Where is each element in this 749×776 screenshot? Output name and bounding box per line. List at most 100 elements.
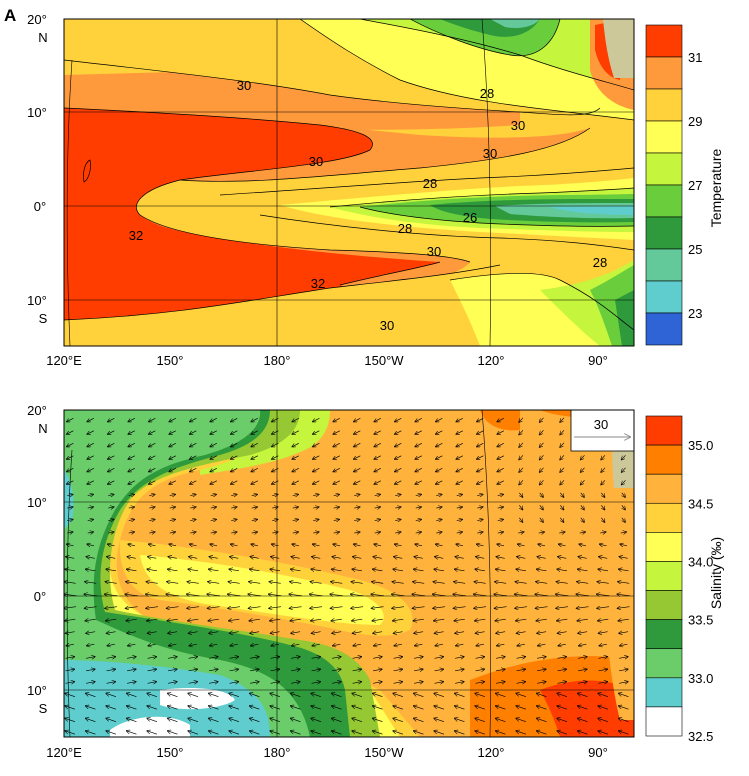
current-vector-arrow (231, 455, 238, 459)
current-vector-arrow (127, 569, 137, 571)
current-vector-arrow (168, 657, 177, 659)
current-vector-arrow (415, 418, 422, 421)
current-vector-arrow (313, 544, 320, 546)
current-vector-arrow (270, 682, 280, 684)
current-vector-arrow (519, 467, 524, 472)
current-vector-arrow (619, 706, 629, 710)
current-vector-arrow (291, 693, 301, 697)
current-vector-arrow (292, 418, 299, 421)
current-vector-arrow (537, 569, 547, 571)
current-vector-arrow (434, 569, 445, 571)
current-vector-arrow (556, 582, 568, 584)
current-vector-arrow (415, 455, 422, 459)
current-vector-arrow (434, 693, 445, 697)
temperature-map (64, 19, 634, 346)
current-vector-arrow (455, 657, 464, 659)
contour-label: 28 (480, 86, 494, 101)
current-vector-arrow (477, 519, 483, 520)
current-vector-arrow (374, 532, 381, 533)
current-vector-arrow (395, 480, 402, 484)
current-vector-arrow (210, 494, 217, 495)
current-vector-arrow (617, 594, 630, 596)
current-vector-arrow (291, 569, 301, 571)
current-vector-arrow (600, 532, 606, 533)
current-vector-arrow (231, 418, 238, 421)
current-vector-arrow (146, 594, 159, 596)
current-vector-arrow (373, 731, 383, 735)
current-vector-arrow (395, 468, 402, 471)
current-vector-arrow (106, 682, 116, 684)
current-vector-arrow (209, 569, 219, 571)
current-vector-arrow (65, 693, 76, 697)
current-vector-arrow (394, 644, 402, 646)
x-tick-label: 90° (588, 353, 608, 368)
current-vector-arrow (127, 718, 137, 722)
current-vector-arrow (622, 455, 626, 459)
current-vector-arrow (538, 644, 546, 646)
current-vector-arrow (126, 619, 137, 621)
current-vector-arrow (332, 718, 342, 722)
current-vector-arrow (495, 582, 507, 584)
current-vector-arrow (537, 657, 546, 659)
current-vector-arrow (373, 557, 382, 559)
current-vector-arrow (106, 632, 116, 634)
colorbar-swatch (645, 502, 683, 533)
current-vector-arrow (456, 443, 463, 446)
current-vector-arrow (311, 693, 322, 697)
current-vector-arrow (190, 418, 197, 421)
current-vector-arrow (229, 731, 240, 735)
current-vector-arrow (313, 507, 319, 508)
current-vector-arrow (578, 718, 588, 722)
current-vector-arrow (229, 718, 240, 722)
current-vector-arrow (168, 682, 177, 684)
current-vector-arrow (147, 731, 158, 735)
current-vector-arrow (106, 669, 116, 671)
current-vector-arrow (332, 693, 342, 697)
current-vector-arrow (538, 544, 546, 546)
current-vector-arrow (414, 682, 423, 684)
current-vector-arrow (64, 582, 76, 584)
current-vector-arrow (578, 731, 588, 735)
y-tick-label: 10° (27, 105, 47, 120)
current-vector-arrow (190, 494, 196, 495)
colorbar-swatch (645, 152, 683, 186)
colorbar-swatch (645, 216, 683, 250)
current-vector-arrow (412, 594, 425, 596)
colorbar-swatch (645, 184, 683, 218)
current-vector-arrow (169, 455, 176, 459)
current-vector-arrow (454, 619, 465, 621)
current-vector-arrow (619, 693, 629, 697)
current-vector-arrow (535, 594, 548, 596)
current-vector-arrow (371, 594, 384, 596)
x-tick-label: 90° (588, 745, 608, 760)
current-vector-arrow (374, 430, 381, 434)
current-vector-arrow (208, 582, 220, 584)
current-vector-arrow (496, 657, 505, 659)
current-vector-arrow (312, 557, 321, 559)
current-vector-arrow (393, 693, 404, 697)
current-vector-arrow (395, 494, 401, 495)
current-vector-arrow (540, 455, 544, 459)
current-vector-arrow (622, 505, 625, 509)
current-vector-arrow (270, 718, 281, 722)
current-vector-arrow (189, 644, 197, 646)
current-vector-arrow (292, 443, 299, 446)
current-vector-arrow (333, 418, 340, 421)
contour-label: 30 (427, 244, 441, 259)
current-vector-arrow (128, 519, 135, 520)
current-vector-arrow (519, 430, 524, 434)
current-vector-arrow (374, 480, 381, 484)
current-vector-arrow (250, 569, 260, 571)
current-vector-arrow (251, 455, 258, 459)
current-vector-arrow (86, 718, 96, 722)
current-vector-arrow (270, 619, 281, 621)
current-vector-arrow (269, 594, 282, 596)
current-vector-arrow (601, 455, 606, 459)
current-vector-arrow (581, 467, 585, 472)
current-vector-arrow (311, 619, 322, 621)
current-vector-arrow (395, 519, 401, 520)
current-vector-arrow (557, 657, 567, 659)
colorbar-label: 34.5 (688, 496, 713, 511)
current-vector-arrow (374, 494, 381, 495)
current-vector-arrow (475, 669, 485, 671)
